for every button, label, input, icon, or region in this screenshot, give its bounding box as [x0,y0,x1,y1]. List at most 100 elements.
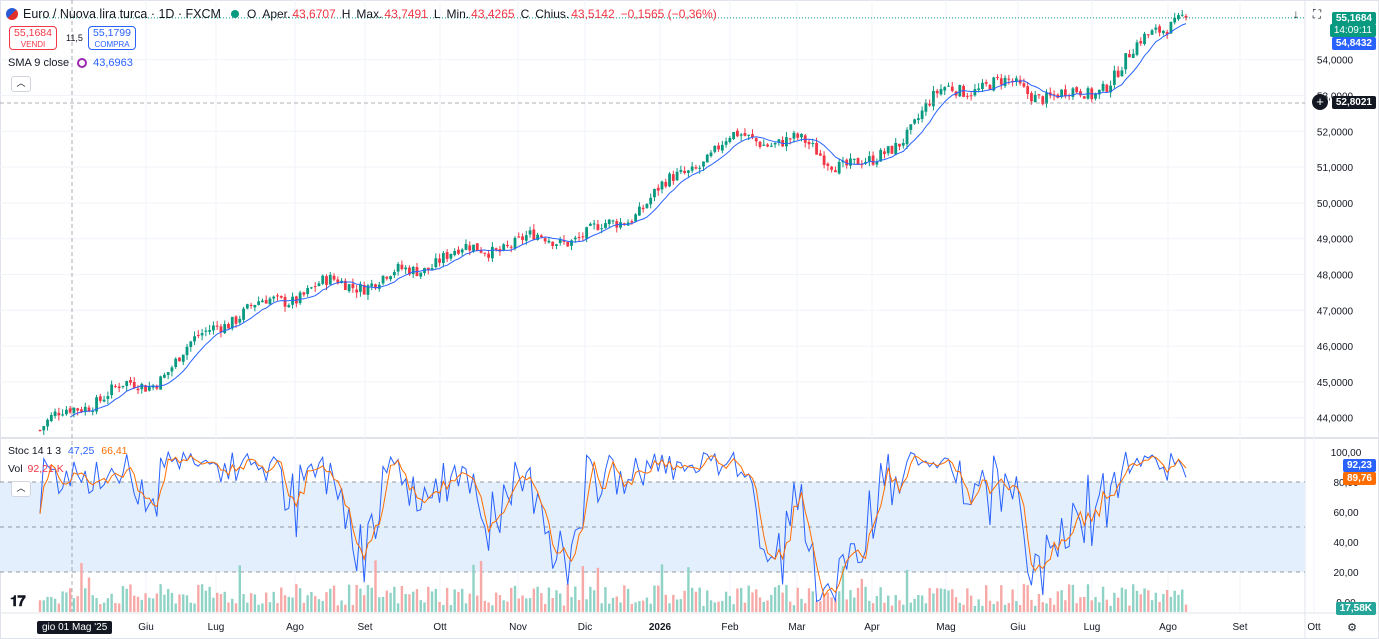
candle-body [328,274,332,285]
volume-bar [298,588,302,612]
candle-body [792,132,796,139]
candle-body [713,145,717,152]
volume-bar [42,600,45,612]
candle-body [1131,53,1135,59]
volume-bar [623,585,626,612]
sell-button[interactable]: 55,1684 VENDI [9,26,57,50]
volume-bar [1116,597,1120,612]
sma-price-tag: 54,8432 [1331,37,1376,50]
volume-bar [445,587,449,612]
candle-body [539,235,543,238]
volume-bar [1041,602,1044,612]
volume-bar [1120,587,1124,612]
volume-bar [513,585,517,612]
candle-body [785,137,788,147]
sma-legend[interactable]: SMA 9 close 43,6963 [8,57,133,69]
volume-bar [283,595,287,612]
candle-body [204,330,208,332]
volume-bar [1000,585,1003,612]
volume-bar [347,584,351,612]
candle-body [935,90,939,94]
stoch-d-value: 66,41 [101,445,128,457]
volume-bar [174,603,177,612]
candle-body [867,156,871,162]
candle-body [57,412,61,416]
candle-body [117,386,121,389]
candle-body [268,298,272,305]
candle-body [426,267,430,271]
volume-bar [479,560,483,612]
candle-body [822,155,826,165]
price-tick-label: 45,0000 [1317,378,1354,389]
volume-bar [600,603,603,612]
volume-bar [366,584,370,612]
candle-body [717,145,720,150]
volume-bar [84,588,87,612]
volume-bar [253,594,257,612]
collapse-pane-button[interactable]: ︿ [11,481,31,497]
candle-body [509,246,513,248]
volume-bar [947,590,950,612]
volume-bar [702,605,705,612]
volume-bar [589,586,592,612]
volume-bar [468,593,471,612]
close-label: Chius. [535,7,570,21]
tradingview-logo[interactable]: 𝟏𝟕 [10,593,26,610]
candle-body [264,299,268,304]
candle-body [528,230,532,235]
download-icon[interactable]: ↓ [1293,7,1299,21]
symbol-title[interactable]: Euro / Nuova lira turca · 1D · FXCM [23,7,221,21]
candle-body [287,305,291,308]
candle-body [377,284,381,289]
volume-bar [864,586,867,612]
candle-body [558,238,562,244]
volume-bar [834,598,837,612]
volume-bar [1105,599,1109,612]
volume-bar [140,599,143,612]
candle-body [343,280,347,291]
volume-bar [604,587,607,612]
candle-body [1014,78,1018,82]
candle-body [238,318,242,323]
volume-bar [875,596,879,612]
candle-body [694,167,698,169]
candle-body [536,234,540,240]
candle-body [95,397,98,412]
volume-bar [99,604,102,612]
collapse-legend-button[interactable]: ︿ [11,76,31,92]
candle-body [129,380,132,383]
volume-bar [837,591,841,612]
volume-bar [1113,592,1116,612]
candle-body [702,161,705,167]
candle-body [102,399,106,402]
volume-bar [393,586,396,612]
fullscreen-icon[interactable]: ⛶ [1312,7,1322,21]
buy-label: COMPRA [94,40,130,49]
volume-bar [815,601,818,612]
sell-label: VENDI [20,40,46,49]
sma-settings-icon[interactable] [77,58,88,68]
volume-bar [1184,604,1188,612]
volume-bar [728,595,732,612]
stoch-legend[interactable]: Stoc 14 1 3 47,25 66,41 [8,445,128,457]
candle-body [494,248,498,250]
buy-button[interactable]: 55,1799 COMPRA [88,26,136,50]
candle-body [675,171,679,181]
add-plus-icon[interactable]: + [1312,94,1328,110]
candle-body [306,288,310,294]
candle-body [1094,93,1097,99]
volume-bar [65,592,68,612]
candle-body [434,258,438,268]
candle-body [1150,30,1154,35]
candle-body [607,219,611,225]
candle-body [245,304,249,309]
volume-legend[interactable]: Vol 92,21 K [8,463,64,475]
volume-bar [928,587,931,612]
settings-gear-icon[interactable]: ⚙ [1347,622,1357,634]
time-tick-label: Lug [208,622,225,633]
volume-bar [1124,589,1127,612]
candle-body [1060,89,1063,97]
volume-bar [359,588,362,612]
candle-body [272,296,276,299]
